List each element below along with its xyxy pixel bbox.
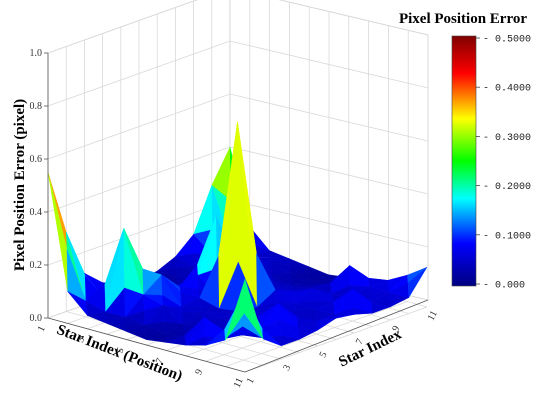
surface-patch	[87, 315, 108, 324]
colorbar-tick-label: - 0.5000	[483, 35, 531, 46]
y-axis-line	[244, 299, 429, 373]
z-tick-label: 0.6	[30, 154, 43, 165]
y-tick-label: 5	[318, 350, 330, 360]
floor-grid-line	[244, 306, 428, 373]
surface-mesh	[47, 121, 428, 347]
z-tick-label: 1.0	[30, 48, 43, 59]
y-tick-label: 3	[281, 363, 293, 373]
surface-patch	[280, 335, 301, 347]
y-tick-label: 1	[245, 376, 257, 386]
z-tick-label: 0.8	[30, 101, 43, 112]
z-grid-line	[47, 93, 429, 160]
axis-grid	[47, 0, 429, 373]
colorbar-tick-label: - 0.4000	[483, 84, 531, 95]
surface-patch	[407, 267, 428, 299]
x-tick-label: 1	[36, 324, 48, 333]
colorbar-tick-label: - 0.3000	[483, 133, 531, 144]
x-tick-label: 5	[114, 346, 126, 355]
z-axis-title: Pixel Position Error (pixel)	[12, 99, 28, 271]
surface-patch	[262, 328, 282, 346]
x-tick-label: 3	[75, 335, 87, 344]
x-tick-label: 7	[154, 357, 166, 366]
surface-patch	[389, 297, 409, 308]
colorbar-title: Pixel Position Error	[399, 11, 527, 27]
z-grid-line	[47, 0, 429, 54]
y-tick-label: 11	[426, 309, 440, 323]
colorbar	[451, 35, 477, 287]
surface-patch	[334, 314, 355, 319]
z-tick-label: 0.0	[30, 313, 43, 324]
z-tick-label: 0.4	[30, 207, 43, 218]
y-tick-label: 9	[390, 324, 402, 334]
surface-patch	[353, 307, 373, 315]
y-tick-label: 7	[354, 337, 366, 347]
colorbar-tick-label: - 0.2000	[483, 182, 531, 193]
x-tick-label: 11	[232, 376, 246, 389]
colorbar-tick-label: - 0.000	[483, 281, 525, 292]
z-tick-label: 0.2	[30, 260, 43, 271]
colorbar-tick-label: - 0.1000	[483, 231, 531, 242]
z-grid-line	[47, 40, 429, 107]
colorbar-ticks: - 0.000 - 0.1000 - 0.2000 - 0.3000 - 0.4000 -…	[476, 35, 531, 292]
surface-patch	[244, 279, 264, 340]
x-axis-line	[47, 317, 246, 373]
surface-patch	[371, 302, 392, 314]
y-axis-title: Star Index	[336, 326, 404, 370]
surface-patch	[298, 329, 319, 340]
x-tick-label: 9	[193, 368, 205, 377]
surface-patch	[316, 318, 337, 331]
floor-grid-line	[225, 301, 408, 367]
